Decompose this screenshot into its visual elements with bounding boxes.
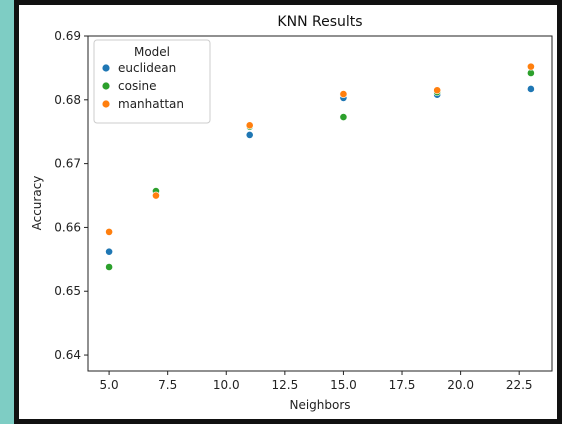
manhattan-point xyxy=(245,121,254,130)
x-tick-label: 15.0 xyxy=(330,378,357,392)
legend-label-euclidean: euclidean xyxy=(118,61,176,75)
legend-label-cosine: cosine xyxy=(118,79,157,93)
x-tick-label: 10.0 xyxy=(213,378,240,392)
manhattan-point xyxy=(433,86,442,95)
cosine-point xyxy=(339,113,348,121)
cosine-legend-marker xyxy=(102,82,110,90)
euclidean-point xyxy=(105,247,113,256)
chart-title: KNN Results xyxy=(277,14,362,30)
euclidean-point xyxy=(245,131,254,139)
manhattan-point xyxy=(527,62,535,71)
cosine-point xyxy=(105,263,113,271)
data-points xyxy=(105,62,535,271)
manhattan-legend-marker xyxy=(102,100,110,108)
y-axis-label: Accuracy xyxy=(30,176,44,231)
legend: Model euclidean cosine manhattan xyxy=(93,39,211,124)
euclidean-point xyxy=(527,85,535,93)
knn-scatter-chart: KNN Results 5.0 7.5 10.0 12.5 15.0 17.5 20.0 22… xyxy=(19,5,557,419)
x-tick-label: 12.5 xyxy=(271,378,298,392)
y-axis-ticks: 0.64 0.65 0.66 0.67 0.68 0.69 xyxy=(54,29,88,362)
chart-frame: KNN Results 5.0 7.5 10.0 12.5 15.0 17.5 20.0 22… xyxy=(14,0,562,424)
manhattan-point xyxy=(152,191,160,200)
x-axis-label: Neighbors xyxy=(289,398,350,412)
y-tick-label: 0.67 xyxy=(54,157,81,171)
x-tick-label: 20.0 xyxy=(447,378,474,392)
manhattan-point xyxy=(339,90,348,98)
y-tick-label: 0.66 xyxy=(54,220,81,234)
legend-title: Model xyxy=(134,45,170,59)
x-tick-label: 7.5 xyxy=(158,378,177,392)
legend-box xyxy=(93,39,211,124)
y-tick-label: 0.64 xyxy=(54,348,81,362)
x-tick-label: 5.0 xyxy=(100,378,119,392)
euclidean-legend-marker xyxy=(102,64,110,72)
legend-entries: euclidean cosine manhattan xyxy=(102,61,184,111)
y-tick-label: 0.69 xyxy=(54,29,81,43)
x-tick-label: 17.5 xyxy=(389,378,416,392)
x-tick-label: 22.5 xyxy=(506,378,533,392)
y-tick-label: 0.68 xyxy=(54,93,81,107)
legend-label-manhattan: manhattan xyxy=(118,97,184,111)
y-tick-label: 0.65 xyxy=(54,284,81,298)
manhattan-point xyxy=(105,227,113,236)
x-axis-ticks: 5.0 7.5 10.0 12.5 15.0 17.5 20.0 22.5 xyxy=(100,371,533,392)
